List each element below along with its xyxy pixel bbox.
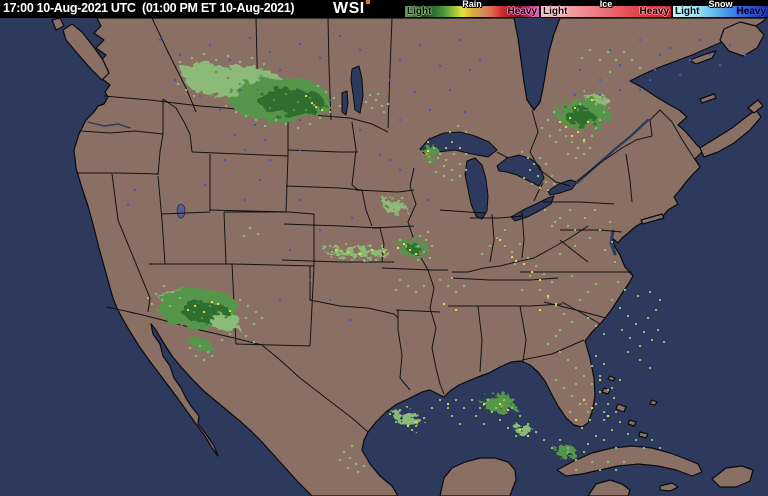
radar-speckles-canada — [177, 49, 642, 159]
radar-speckles-midwest — [329, 141, 577, 293]
radar-speckles-bahamas — [567, 379, 662, 471]
radar-speckles-southwest — [147, 227, 366, 473]
radar-blob-misc — [326, 144, 577, 458]
radar-speckles-southeast — [481, 209, 617, 335]
lake-manitoba — [341, 90, 349, 116]
vancouver-island — [62, 23, 110, 81]
radar-blob-arizona-monsoon — [158, 288, 242, 350]
radar-speckles-gulf — [389, 399, 570, 449]
legend-snow-heavy-label: Heavy — [736, 6, 766, 17]
lake-superior — [419, 131, 498, 158]
wsi-logo-text: WSI — [333, 0, 365, 17]
central-america — [587, 479, 631, 496]
columbia-river — [87, 121, 131, 129]
long-island — [640, 213, 665, 225]
timestamp-text: 17:00 10-Aug-2021 UTC (01:00 PM ET 10-Au… — [3, 1, 295, 15]
radar-blob-missouri — [398, 239, 428, 257]
radar-speckles-cores — [185, 71, 312, 327]
legend-snow-light-label: Light — [675, 6, 700, 17]
great-salt-lake — [176, 203, 186, 219]
lake-michigan — [464, 157, 489, 220]
prince-edward-island — [699, 93, 717, 104]
legend-rain-light-label: Light — [407, 6, 432, 17]
legend-rain-heavy-label: Heavy — [507, 6, 537, 17]
nova-scotia — [699, 109, 762, 158]
radar-blob-quebec — [557, 93, 609, 129]
radar-speckles-atlantic — [611, 281, 666, 369]
wsi-logo-mark-icon — [365, 0, 370, 4]
legend-rain-bar: Rain Light Heavy — [405, 0, 539, 17]
radar-speckles-orange — [313, 104, 588, 407]
legend-rain-title: Rain — [462, 0, 482, 9]
wsi-logo: WSI — [333, 0, 370, 18]
legend-ice-light-label: Light — [543, 6, 568, 17]
header-bar: 17:00 10-Aug-2021 UTC (01:00 PM ET 10-Au… — [0, 0, 768, 18]
lake-huron — [496, 154, 545, 187]
small-lakes-dots — [127, 35, 747, 321]
legend-snow-bar: Snow Light Heavy — [673, 0, 768, 17]
haida-gwaii — [51, 17, 65, 31]
jamaica — [659, 482, 679, 492]
legend-ice-title: Ice — [599, 0, 613, 9]
radar-speckles-yellow — [187, 95, 610, 437]
yucatan-peninsula — [439, 457, 517, 496]
legend-ice-heavy-label: Heavy — [639, 6, 669, 17]
legend-ice-bar: Ice Light Heavy — [541, 0, 671, 17]
hispaniola — [711, 465, 754, 488]
radar-speckles-florida — [547, 335, 618, 429]
cape-breton — [747, 99, 764, 114]
newfoundland — [719, 21, 765, 57]
lake-winnipeg — [350, 65, 364, 114]
radar-precipitation-layer — [127, 35, 747, 473]
legend-snow-title: Snow — [708, 0, 733, 9]
